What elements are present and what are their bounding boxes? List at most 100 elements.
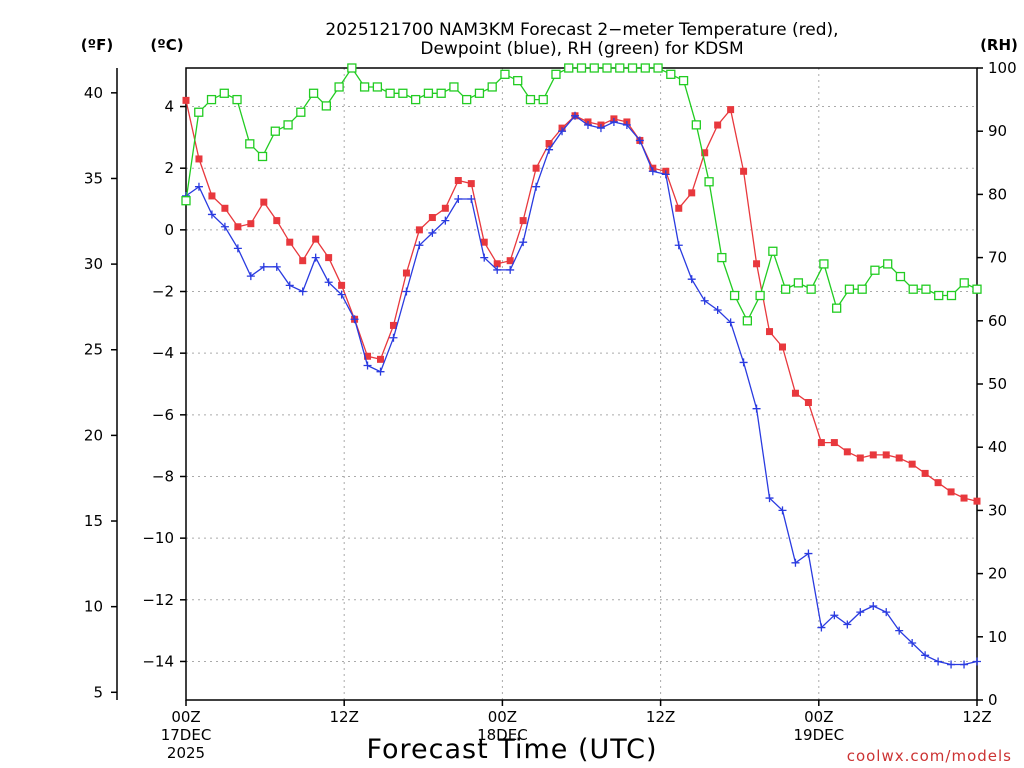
time-tick-label: 12Z: [962, 708, 991, 726]
2-meter-temperature-point: [480, 238, 488, 246]
2-meter-temperature-point: [778, 343, 786, 351]
rh-point: [704, 177, 714, 187]
rh-point: [959, 278, 969, 288]
fahrenheit-tick-label: 5: [93, 683, 103, 701]
time-tick-label: 18DEC: [477, 726, 528, 744]
rh-point: [627, 63, 638, 73]
dewpoint-point: [259, 262, 268, 271]
2-meter-temperature-point: [402, 269, 410, 277]
time-tick-label: 19DEC: [794, 726, 845, 744]
rh-tick-label: 10: [988, 628, 1007, 646]
fahrenheit-tick-label: 35: [84, 169, 103, 187]
dewpoint-point: [609, 117, 618, 126]
celsius-tick-label: −2: [152, 283, 174, 301]
time-tick-label: 17DEC: [161, 726, 212, 744]
rh-point: [436, 88, 446, 98]
fahrenheit-axis: 40 35 30 25 20 15 10 5: [84, 84, 117, 701]
rh-point: [564, 63, 574, 73]
rh-point: [793, 278, 804, 288]
2-meter-temperature-point: [804, 398, 812, 406]
2-meter-temperature-point: [843, 448, 851, 456]
dewpoint-point: [298, 287, 307, 296]
rh-point: [678, 75, 689, 86]
dewpoint-point: [869, 601, 878, 610]
rh-point: [359, 82, 370, 92]
dewpoint-point: [583, 121, 592, 130]
rh-point: [283, 120, 293, 130]
2-meter-temperature-point: [493, 260, 501, 268]
dewpoint-point: [389, 333, 398, 342]
dewpoint-point: [519, 238, 528, 247]
dewpoint-point: [324, 278, 333, 287]
fahrenheit-tick-label: 25: [84, 341, 103, 359]
rh-point: [780, 284, 791, 294]
dewpoint-point: [480, 253, 489, 262]
dewpoint-point: [674, 241, 683, 250]
rh-tick-label: 30: [988, 501, 1007, 519]
celsius-unit-label: (ºC): [150, 36, 183, 54]
rh-point: [755, 290, 765, 301]
2-meter-temperature-point: [830, 439, 838, 447]
rh-point: [308, 88, 319, 98]
rh-point: [972, 284, 982, 294]
dewpoint-point: [402, 287, 411, 296]
2-meter-temperature-point: [519, 217, 527, 225]
time-tick-label: 00Z: [171, 708, 200, 726]
rh-point: [589, 63, 599, 73]
rh-tick-label: 70: [988, 249, 1007, 267]
rh-point: [908, 284, 918, 294]
dewpoint-point: [285, 281, 294, 290]
time-tick-label: 00Z: [804, 708, 833, 726]
rh-point: [334, 82, 344, 92]
2-meter-temperature-point: [325, 254, 333, 262]
2-meter-temperature-point: [195, 155, 203, 163]
rh-point: [474, 88, 485, 98]
rh-point: [181, 196, 191, 206]
2-meter-temperature-point: [338, 281, 346, 289]
rh-point: [729, 290, 740, 301]
celsius-tick-label: 2: [164, 159, 174, 177]
dewpoint-point: [882, 608, 891, 617]
rh-tick-label: 60: [988, 312, 1007, 330]
rh-point: [410, 94, 421, 105]
rh-point: [666, 69, 676, 79]
rh-point: [551, 69, 561, 79]
rh-point: [372, 82, 383, 92]
2-meter-temperature-point: [208, 192, 216, 200]
rh-point: [538, 94, 548, 105]
dewpoint-point: [622, 121, 631, 130]
rh-point: [398, 88, 408, 98]
time-tick-label: 2025: [167, 744, 205, 762]
rh-tick-label: 40: [988, 438, 1007, 456]
rh-tick-label: 0: [988, 691, 998, 709]
rh-point: [525, 94, 536, 105]
rh-tick-label: 20: [988, 565, 1007, 583]
fahrenheit-tick-label: 40: [84, 84, 103, 102]
2-meter-temperature-point: [882, 451, 890, 459]
2-meter-temperature-point: [688, 189, 696, 197]
chart-title-line1: 2025121700 NAM3KM Forecast 2−meter Tempe…: [325, 20, 838, 40]
rh-tick-label: 100: [988, 59, 1017, 77]
dewpoint-point: [454, 195, 463, 204]
2-meter-temperature-line: [185, 100, 978, 502]
rh-point: [487, 82, 497, 92]
rh-tick-label: 90: [988, 122, 1007, 140]
rh-point: [615, 63, 625, 73]
dewpoint-point: [220, 222, 229, 231]
2-meter-temperature-point: [701, 149, 709, 157]
dewpoint-point: [752, 404, 761, 413]
2-meter-temperature-point: [856, 454, 864, 462]
dewpoint-point: [376, 367, 385, 376]
dewpoint-point: [973, 657, 981, 666]
rh-point: [449, 82, 459, 92]
rh-point: [806, 284, 816, 294]
celsius-tick-label: −8: [152, 467, 174, 485]
rh-point: [691, 120, 701, 130]
time-tick-label: 12Z: [330, 708, 359, 726]
2-meter-temperature-point: [791, 389, 799, 397]
celsius-tick-label: −14: [142, 652, 174, 670]
2-meter-temperature-point: [817, 439, 825, 447]
2-meter-temperature-point: [273, 217, 281, 225]
